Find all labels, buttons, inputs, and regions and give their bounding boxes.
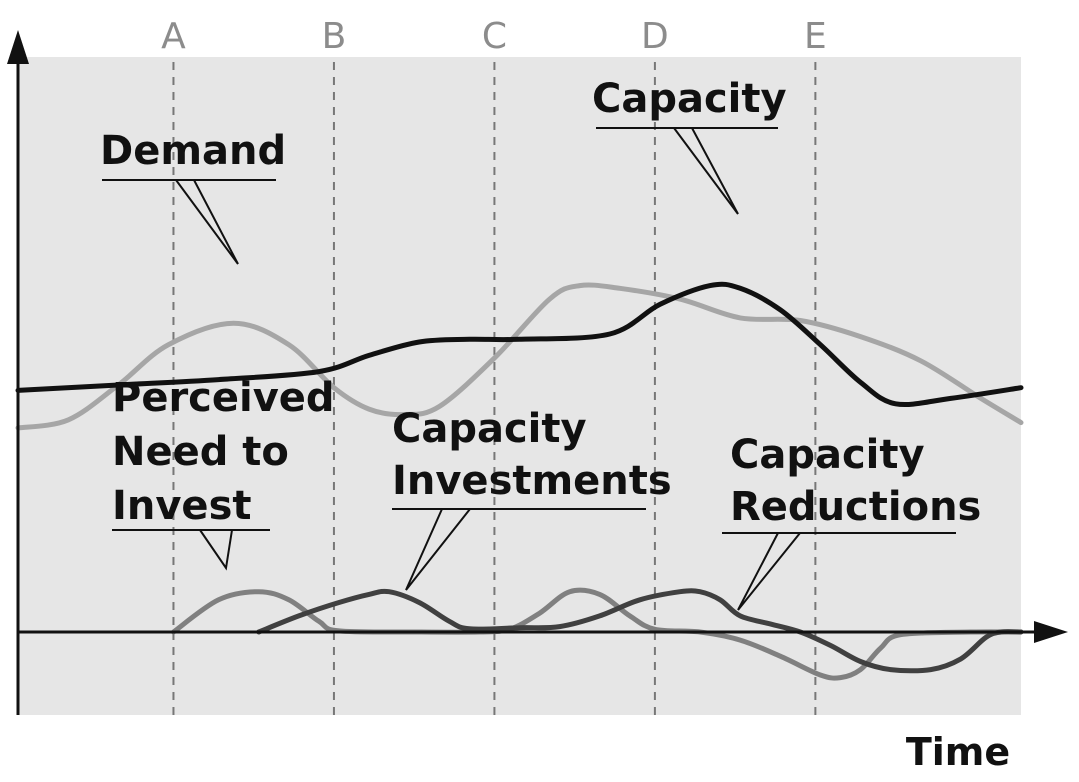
series-lines xyxy=(15,281,1024,681)
annotation-perceived-line-1: Perceived xyxy=(112,375,335,421)
annotation-investments-pointer xyxy=(405,508,471,591)
annotation-capacity-pointer xyxy=(673,127,739,215)
phase-label-a: A xyxy=(161,16,186,57)
series-line-perceived-need-to-invest xyxy=(171,587,1024,681)
phase-label-b: B xyxy=(322,16,347,57)
phase-label-c: C xyxy=(482,16,507,57)
annotation-reductions-line-2: Reductions xyxy=(730,484,981,530)
annotation-capacity-reductions: Capacity Reductions xyxy=(722,432,981,611)
x-axis-title: Time xyxy=(906,730,1010,774)
series-line-capacity xyxy=(15,281,1024,407)
annotation-investments-line-2: Investments xyxy=(392,458,672,504)
annotation-demand-line-1: Demand xyxy=(100,128,286,174)
annotation-capacity-line-1: Capacity xyxy=(592,76,787,122)
svg-text:Perceived Need to: Perceived Need to Invest xyxy=(112,375,349,529)
annotation-reductions-line-1: Capacity xyxy=(730,432,925,478)
phase-label-e: E xyxy=(804,16,827,57)
phase-labels: A B C D E xyxy=(161,16,827,57)
svg-text:Capacity Investments: Capacity Investments xyxy=(392,406,672,504)
annotation-perceived-pointer xyxy=(199,529,233,571)
plot-background xyxy=(18,57,1021,715)
annotation-demand: Demand xyxy=(100,128,286,265)
series-line-demand xyxy=(15,282,1024,431)
annotation-investments-line-1: Capacity xyxy=(392,406,587,452)
y-axis-arrow-icon xyxy=(7,30,29,64)
annotation-perceived-need: Perceived Need to Invest xyxy=(112,375,349,571)
phase-label-d: D xyxy=(641,16,669,57)
annotation-capacity: Capacity xyxy=(592,76,787,215)
svg-text:Demand: Demand xyxy=(100,128,286,174)
annotation-reductions-pointer xyxy=(737,532,801,611)
svg-text:Capacity Reductions: Capacity Reductions xyxy=(730,432,981,530)
annotation-perceived-line-3: Invest xyxy=(112,483,252,529)
annotation-capacity-investments: Capacity Investments xyxy=(392,406,672,591)
svg-text:Capacity: Capacity xyxy=(592,76,787,122)
x-axis-arrow-icon xyxy=(1034,621,1068,643)
series-line-capacity-investments xyxy=(256,588,1024,674)
annotation-perceived-line-2: Need to xyxy=(112,429,289,475)
annotation-demand-pointer xyxy=(175,179,239,265)
